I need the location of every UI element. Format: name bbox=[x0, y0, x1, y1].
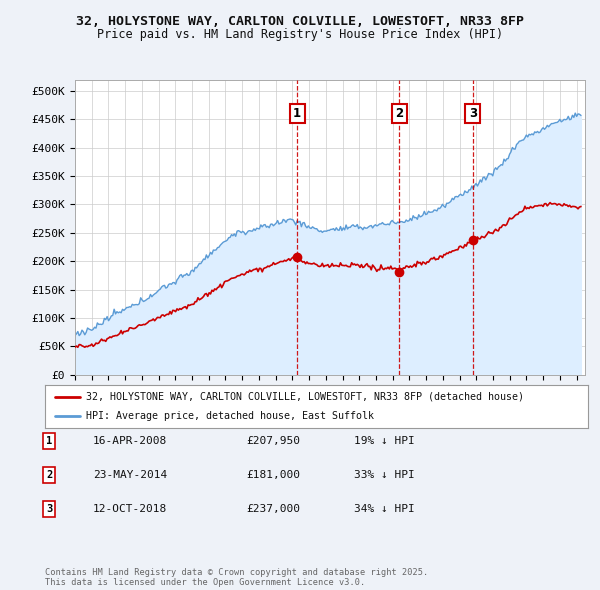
Text: £237,000: £237,000 bbox=[246, 504, 300, 514]
Text: Contains HM Land Registry data © Crown copyright and database right 2025.
This d: Contains HM Land Registry data © Crown c… bbox=[45, 568, 428, 587]
Text: 16-APR-2008: 16-APR-2008 bbox=[93, 436, 167, 445]
Text: 1: 1 bbox=[46, 436, 52, 445]
Text: 32, HOLYSTONE WAY, CARLTON COLVILLE, LOWESTOFT, NR33 8FP: 32, HOLYSTONE WAY, CARLTON COLVILLE, LOW… bbox=[76, 15, 524, 28]
Text: £207,950: £207,950 bbox=[246, 436, 300, 445]
Text: 32, HOLYSTONE WAY, CARLTON COLVILLE, LOWESTOFT, NR33 8FP (detached house): 32, HOLYSTONE WAY, CARLTON COLVILLE, LOW… bbox=[86, 392, 524, 402]
Text: 23-MAY-2014: 23-MAY-2014 bbox=[93, 470, 167, 480]
Text: 1: 1 bbox=[293, 107, 301, 120]
Text: 3: 3 bbox=[46, 504, 52, 514]
Text: 3: 3 bbox=[469, 107, 477, 120]
Text: 34% ↓ HPI: 34% ↓ HPI bbox=[354, 504, 415, 514]
Text: 19% ↓ HPI: 19% ↓ HPI bbox=[354, 436, 415, 445]
Text: HPI: Average price, detached house, East Suffolk: HPI: Average price, detached house, East… bbox=[86, 411, 374, 421]
Text: £181,000: £181,000 bbox=[246, 470, 300, 480]
Text: 33% ↓ HPI: 33% ↓ HPI bbox=[354, 470, 415, 480]
Text: 2: 2 bbox=[46, 470, 52, 480]
Text: Price paid vs. HM Land Registry's House Price Index (HPI): Price paid vs. HM Land Registry's House … bbox=[97, 28, 503, 41]
Text: 12-OCT-2018: 12-OCT-2018 bbox=[93, 504, 167, 514]
Text: 2: 2 bbox=[395, 107, 403, 120]
